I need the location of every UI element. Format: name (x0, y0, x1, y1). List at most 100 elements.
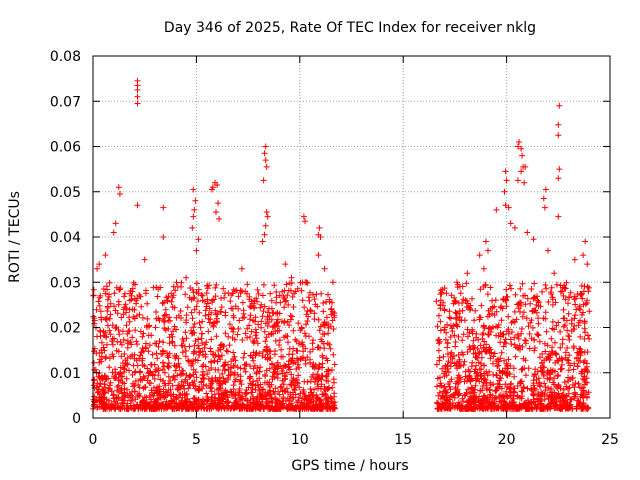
data-point (161, 369, 168, 376)
data-point (531, 385, 538, 392)
data-point (191, 378, 198, 385)
data-point (281, 304, 288, 311)
data-point (207, 316, 214, 323)
data-point (145, 332, 152, 339)
data-point (540, 315, 547, 322)
data-point (183, 335, 190, 342)
data-point (196, 319, 203, 326)
data-point (565, 390, 572, 397)
data-point (104, 304, 111, 311)
data-point (534, 331, 541, 338)
data-point (121, 351, 128, 357)
data-point (293, 405, 300, 412)
data-point (446, 308, 453, 315)
data-point (300, 213, 307, 220)
data-point (110, 341, 116, 348)
data-point (158, 405, 165, 412)
data-point (182, 291, 189, 298)
data-point (311, 365, 318, 371)
data-point (259, 292, 266, 299)
data-point (331, 310, 338, 316)
data-point (271, 364, 277, 371)
data-point (501, 188, 508, 195)
data-point (136, 311, 143, 318)
data-point (228, 389, 235, 396)
data-point (188, 309, 195, 316)
data-point (562, 285, 569, 292)
data-point (163, 311, 170, 318)
data-point (299, 297, 306, 304)
data-point (255, 290, 262, 297)
data-point (247, 312, 254, 319)
data-point (482, 238, 489, 245)
data-point (253, 349, 260, 356)
data-point (196, 309, 203, 316)
data-point (442, 362, 449, 369)
data-point (441, 373, 448, 380)
data-point (253, 403, 260, 410)
data-point (533, 309, 540, 316)
data-point (187, 373, 194, 380)
data-point (261, 150, 268, 157)
data-point (190, 348, 197, 355)
data-point (262, 338, 269, 345)
data-point (192, 385, 199, 392)
data-point (191, 206, 198, 213)
data-point (211, 320, 217, 326)
data-point (445, 405, 452, 412)
data-point (278, 401, 285, 408)
data-point (229, 325, 235, 332)
data-point (134, 403, 141, 410)
data-point (482, 282, 489, 289)
data-point (553, 281, 560, 288)
data-point (437, 291, 444, 298)
data-point (144, 322, 150, 329)
data-point (222, 361, 228, 368)
data-point (541, 380, 548, 387)
data-point (276, 292, 283, 299)
data-point (94, 265, 101, 272)
data-point (232, 392, 239, 399)
data-point (475, 359, 482, 366)
data-point (114, 400, 121, 407)
data-point (158, 351, 165, 358)
data-point (262, 157, 269, 164)
data-point (200, 375, 207, 382)
data-point (173, 363, 179, 370)
data-point (565, 367, 572, 374)
data-point (326, 296, 333, 303)
data-point (311, 386, 317, 393)
data-point (260, 386, 267, 393)
data-point (447, 334, 454, 340)
data-point (549, 394, 556, 401)
data-point (233, 399, 240, 405)
data-point (461, 378, 468, 385)
data-point (519, 388, 526, 395)
data-point (246, 322, 253, 329)
data-point (317, 397, 324, 404)
data-point (330, 351, 337, 358)
data-point (313, 392, 320, 398)
data-point (99, 394, 106, 401)
data-point (481, 370, 488, 377)
data-point (146, 380, 153, 386)
data-point (191, 404, 197, 411)
data-point (556, 166, 563, 173)
data-point (263, 334, 270, 341)
data-point (456, 403, 463, 410)
data-point (238, 395, 245, 402)
data-point (91, 376, 98, 383)
data-point (192, 369, 199, 376)
data-point (452, 384, 459, 391)
data-point (548, 291, 555, 297)
data-point (464, 270, 471, 277)
data-point (147, 368, 154, 375)
data-point (202, 312, 209, 319)
data-point (178, 342, 185, 349)
data-point (161, 325, 168, 332)
data-point (139, 398, 146, 405)
data-point (100, 405, 107, 412)
data-point (468, 385, 475, 392)
data-point (315, 404, 322, 411)
data-point (203, 405, 210, 412)
